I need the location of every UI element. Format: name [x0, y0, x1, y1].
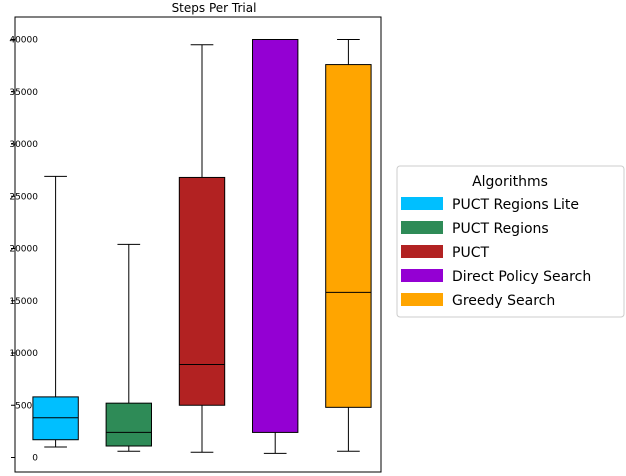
y-tick-label: 15000	[9, 297, 38, 307]
box-iqr	[325, 64, 372, 408]
legend-label: PUCT	[452, 245, 489, 261]
plot-area-frame	[14, 16, 382, 473]
box-iqr	[252, 39, 299, 433]
chart-title: Steps Per Trial	[172, 1, 257, 15]
y-tick-label: 0	[32, 454, 38, 464]
box-0	[32, 175, 79, 448]
legend-swatch	[401, 197, 443, 210]
box-2	[178, 44, 226, 453]
box-iqr	[105, 402, 152, 447]
boxes-layer	[32, 39, 372, 454]
y-tick-label: 5000	[15, 401, 38, 411]
legend-swatch	[401, 221, 443, 234]
legend-swatch	[401, 293, 443, 306]
box-iqr	[178, 176, 226, 406]
y-tick-label: 10000	[9, 349, 38, 359]
legend-label: PUCT Regions Lite	[452, 197, 579, 213]
y-tick-label: 25000	[9, 192, 38, 202]
legend-label: Greedy Search	[452, 293, 555, 309]
legend-swatch	[401, 269, 443, 282]
legend-frame	[396, 165, 625, 318]
box-4	[325, 39, 372, 452]
legend-items: PUCT Regions Lite PUCT Regions PUCT Direct …	[401, 197, 591, 309]
y-axis: 0 5000 10000 15000 20000 25000 30000 35000 40000	[9, 36, 38, 464]
box-3	[252, 39, 299, 454]
y-tick-label: 35000	[9, 88, 38, 98]
legend-label: Direct Policy Search	[452, 269, 591, 285]
y-tick-label: 30000	[9, 140, 38, 150]
y-tick-label: 20000	[9, 245, 38, 255]
legend-swatch	[401, 245, 443, 258]
box-iqr	[32, 396, 79, 441]
box-1	[105, 243, 152, 452]
legend-title: Algorithms	[472, 174, 548, 190]
y-tick-label: 40000	[9, 36, 38, 46]
legend-label: PUCT Regions	[452, 221, 549, 237]
